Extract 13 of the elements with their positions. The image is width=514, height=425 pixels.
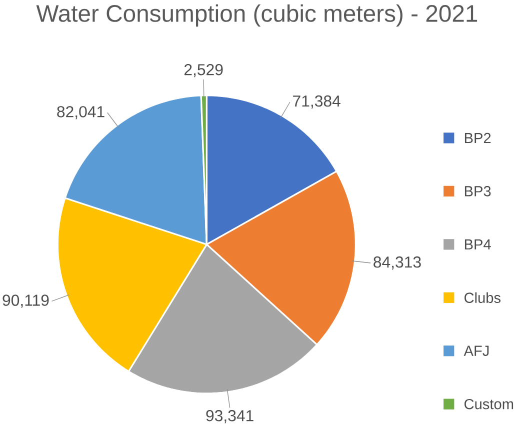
legend-label: BP4 <box>464 239 491 250</box>
chart-title: Water Consumption (cubic meters) - 2021 <box>36 4 478 27</box>
legend-label: Clubs <box>464 292 501 303</box>
data-label: 90,119 <box>2 294 49 308</box>
data-label: 71,384 <box>293 95 340 108</box>
data-label: 84,313 <box>374 256 421 270</box>
data-label: 2,529 <box>184 64 223 78</box>
legend-label: AFJ <box>464 346 489 356</box>
data-label: 93,341 <box>206 410 254 424</box>
data-label: 82,041 <box>57 106 104 120</box>
legend-label: Custom <box>464 398 514 410</box>
legend-label: BP2 <box>464 132 491 143</box>
legend-label: BP3 <box>464 186 491 196</box>
